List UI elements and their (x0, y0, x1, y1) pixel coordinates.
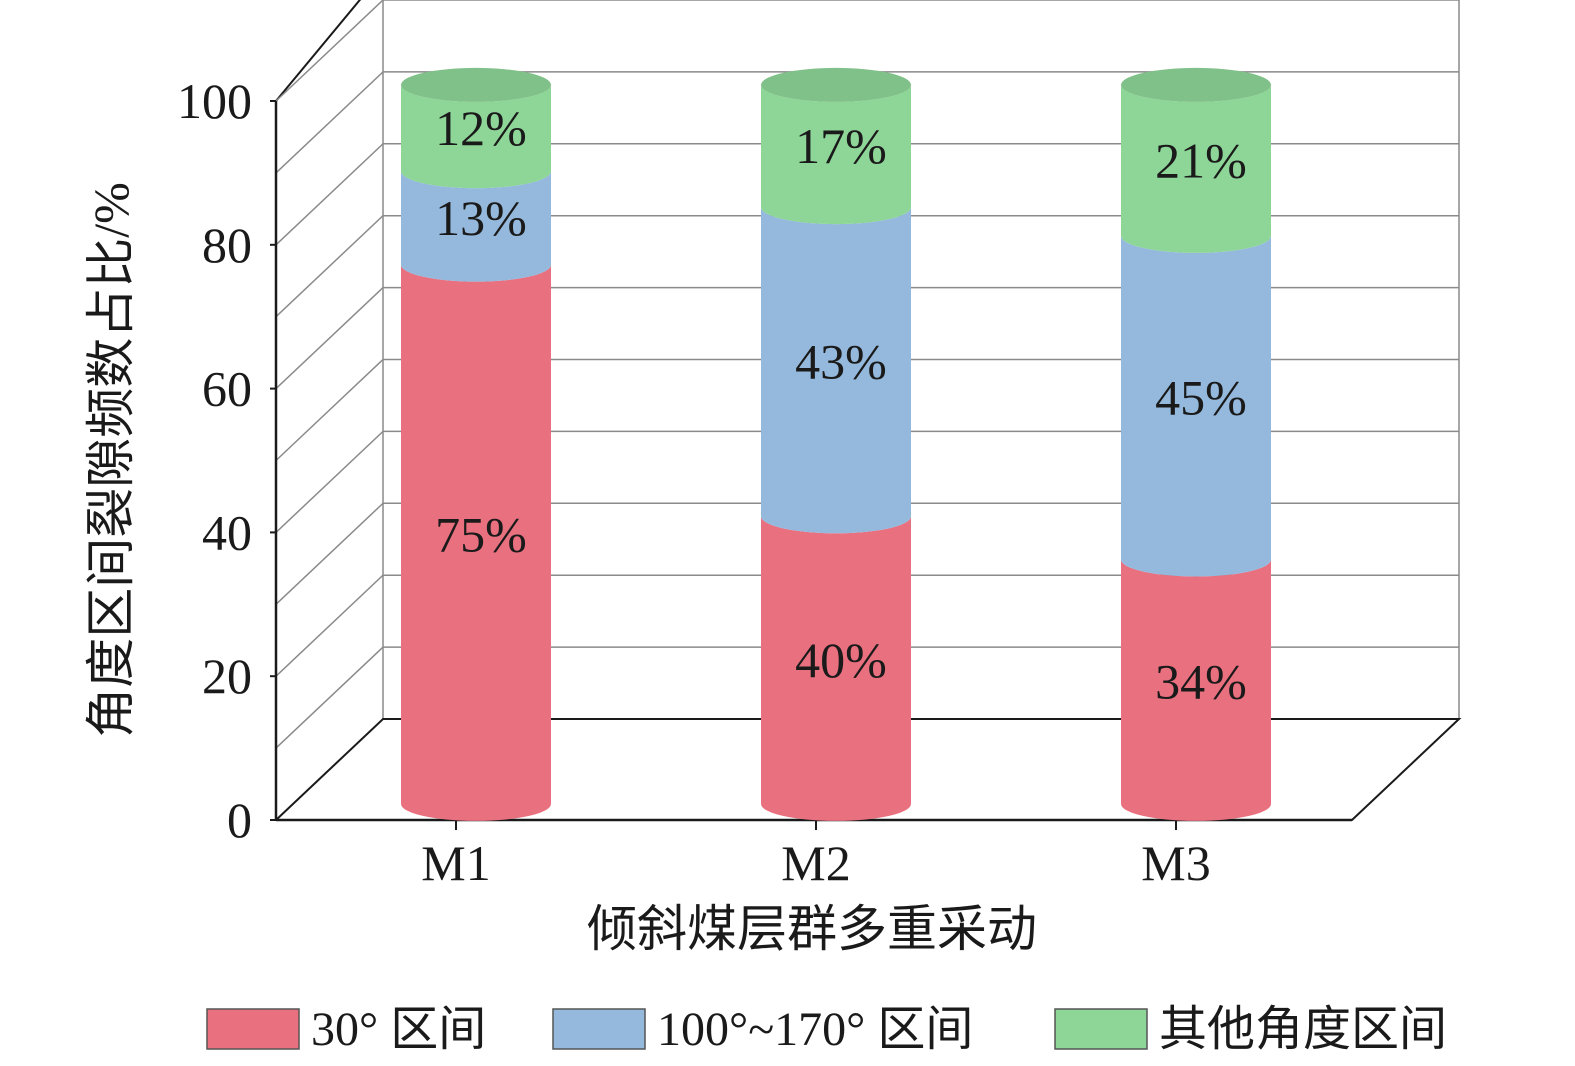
x-tick-label: M1 (421, 835, 490, 891)
legend-item: 100°~170° 区间 (552, 1003, 973, 1056)
y-tick-label: 20 (202, 648, 252, 704)
y-tick-label: 0 (227, 792, 252, 848)
y-tick-label: 100 (177, 73, 252, 129)
bar-segment (401, 84, 551, 189)
legend-label: 30° 区间 (311, 1003, 486, 1056)
y-tick-label: 40 (202, 504, 252, 560)
y-tick-label: 80 (202, 217, 252, 273)
bar-segment (1121, 235, 1271, 577)
bar-segment (401, 171, 551, 282)
bar-segment (761, 207, 911, 534)
gridlines (275, 0, 1459, 749)
data-label: 45% (1155, 370, 1247, 426)
data-label: 17% (795, 118, 887, 174)
side-wall-top-edge (275, 0, 362, 102)
legend-item: 30° 区间 (206, 1003, 486, 1056)
bar-top-cap (401, 67, 551, 102)
data-labels: 75% 13% 12% 40% 43% 17% 34% 45% 21% (435, 100, 1247, 710)
gridline-side (275, 0, 384, 102)
legend-label: 100°~170° 区间 (657, 1003, 973, 1056)
bar-segment (401, 264, 551, 821)
gridline-side-minor (275, 215, 384, 318)
data-label: 21% (1155, 132, 1247, 188)
data-label: 12% (435, 100, 527, 156)
bars (401, 67, 1271, 821)
legend-label: 其他角度区间 (1159, 1003, 1447, 1056)
bar-top-cap (1121, 67, 1271, 102)
gridline-side (275, 143, 384, 246)
bar-segment (1121, 84, 1271, 253)
data-label: 13% (435, 190, 527, 246)
bar-segment (761, 84, 911, 225)
bar-segment (761, 516, 911, 821)
bar-top-cap (761, 67, 911, 102)
gridline-side-minor (275, 646, 384, 749)
x-axis-title: 倾斜煤层群多重采动 (587, 901, 1037, 957)
gridline-side-minor (275, 358, 384, 462)
gridline-side (275, 430, 384, 533)
legend-swatch (552, 1008, 646, 1050)
data-label: 34% (1155, 654, 1247, 710)
data-label: 40% (795, 632, 887, 688)
data-label: 43% (795, 334, 887, 390)
gridline-side-minor (275, 502, 384, 605)
x-tick-label: M2 (781, 835, 850, 891)
legend-swatch (1054, 1008, 1148, 1050)
x-tick-label: M3 (1141, 835, 1210, 891)
gridline-side (275, 287, 384, 390)
legend-swatch (206, 1008, 300, 1050)
bar-segment (1121, 559, 1271, 821)
y-axis-title: 角度区间裂隙频数占比/% (83, 182, 139, 738)
legend-item: 其他角度区间 (1054, 1003, 1447, 1056)
data-label: 75% (435, 506, 527, 562)
gridline-side-minor (275, 71, 384, 174)
gridline-side (275, 574, 384, 677)
legend: 30° 区间 100°~170° 区间 其他角度区间 (206, 1003, 1447, 1056)
y-tick-label: 60 (202, 361, 252, 417)
